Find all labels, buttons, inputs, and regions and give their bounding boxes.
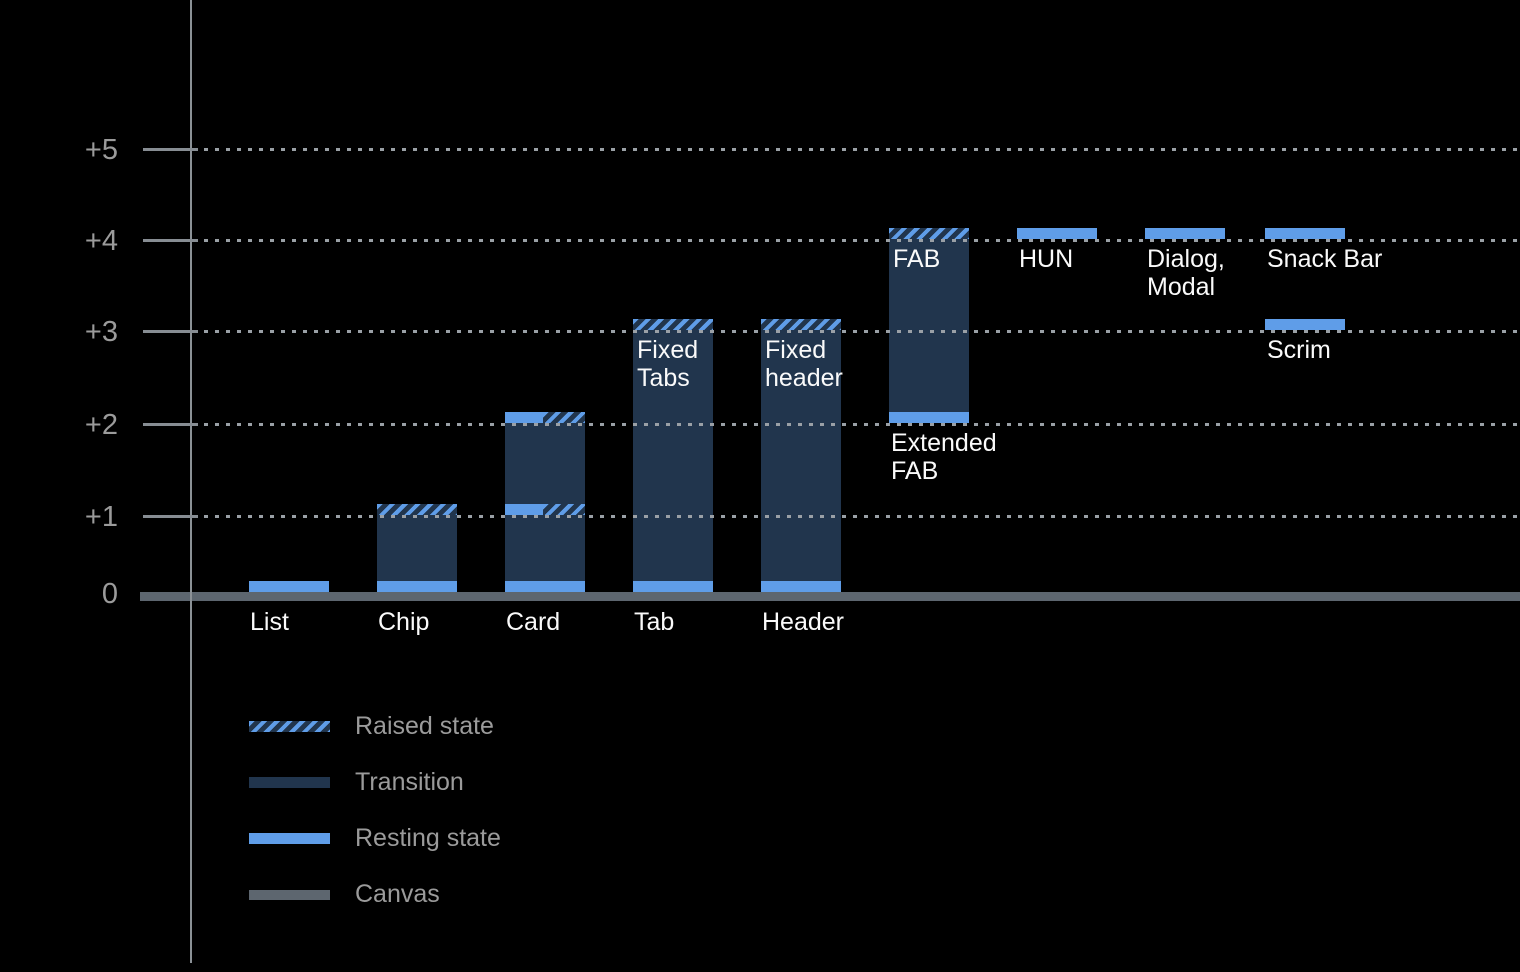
grid-line-2 <box>204 423 1520 426</box>
legend-swatch-blue-icon <box>249 833 330 844</box>
bar-below-label: Snack Bar <box>1267 245 1383 273</box>
legend-row-hatch: Raised state <box>249 714 501 739</box>
bar-band-split <box>505 504 585 515</box>
legend-row-blue: Resting state <box>249 826 501 851</box>
bar-axis-label: Chip <box>378 608 430 636</box>
legend-label: Canvas <box>355 880 440 908</box>
axis-tick-5 <box>143 148 198 151</box>
bar-transition-3 <box>633 319 713 592</box>
bar-band-blue <box>1145 228 1225 239</box>
bar-axis-label: List <box>250 608 289 636</box>
bar-transition-5 <box>889 228 969 423</box>
bar-band-hatch <box>889 228 969 239</box>
bar-band-blue <box>377 581 457 592</box>
legend-swatch-gray-icon <box>249 889 330 900</box>
band-raised-part <box>543 412 585 423</box>
axis-tick-3 <box>143 330 198 333</box>
bar-below-label: Dialog, Modal <box>1147 245 1225 301</box>
legend-row-gray: Canvas <box>249 882 501 907</box>
canvas-baseline <box>140 592 1520 601</box>
bar-band-blue <box>505 581 585 592</box>
bar-axis-label: Tab <box>634 608 675 636</box>
bar-inside-label: Fixed Tabs <box>637 336 699 392</box>
band-resting-part <box>505 412 544 423</box>
bar-band-hatch <box>761 319 841 330</box>
axis-tick-label-4: +4 <box>84 225 118 257</box>
axis-tick-label-3: +3 <box>84 316 118 348</box>
axis-tick-label-1: +1 <box>84 501 118 533</box>
bar-band-blue <box>761 581 841 592</box>
grid-line-5 <box>204 148 1520 151</box>
legend-label: Resting state <box>355 824 501 852</box>
legend-row-navy: Transition <box>249 770 501 795</box>
bar-band-blue <box>1265 228 1345 239</box>
bar-transition-1 <box>377 504 457 592</box>
axis-tick-label-2: +2 <box>84 409 118 441</box>
bar-band-hatch <box>633 319 713 330</box>
legend-swatch-hatch-icon <box>249 721 330 732</box>
bar-band-blue <box>249 581 329 592</box>
legend: Raised state Transition Resting state Canva… <box>249 714 501 938</box>
bar-band-blue <box>633 581 713 592</box>
bar-axis-label: Header <box>762 608 844 636</box>
bar-inside-label: FAB <box>893 245 941 273</box>
legend-label: Raised state <box>355 712 494 740</box>
bar-below-label: Scrim <box>1267 336 1331 364</box>
grid-line-3 <box>204 330 1520 333</box>
bar-transition-2 <box>505 412 585 592</box>
legend-swatch-navy-icon <box>249 777 330 788</box>
bar-below-label: HUN <box>1019 245 1074 273</box>
grid-line-1 <box>204 515 1520 518</box>
bar-band-hatch <box>377 504 457 515</box>
legend-label: Transition <box>355 768 464 796</box>
axis-tick-4 <box>143 239 198 242</box>
axis-tick-2 <box>143 423 198 426</box>
y-axis-line <box>190 0 192 963</box>
grid-line-4 <box>204 239 1520 242</box>
band-raised-part <box>543 504 585 515</box>
bar-below-label: Extended FAB <box>891 429 997 485</box>
axis-tick-label-5: +5 <box>84 134 118 166</box>
axis-tick-label-0: 0 <box>101 578 118 610</box>
bar-band-blue <box>1265 319 1345 330</box>
axis-tick-1 <box>143 515 198 518</box>
bar-transition-4 <box>761 319 841 592</box>
bar-axis-label: Card <box>506 608 561 636</box>
bar-band-blue <box>1017 228 1097 239</box>
bar-band-blue <box>889 412 969 423</box>
band-resting-part <box>505 504 544 515</box>
bar-band-split <box>505 412 585 423</box>
bar-inside-label: Fixed header <box>765 336 843 392</box>
